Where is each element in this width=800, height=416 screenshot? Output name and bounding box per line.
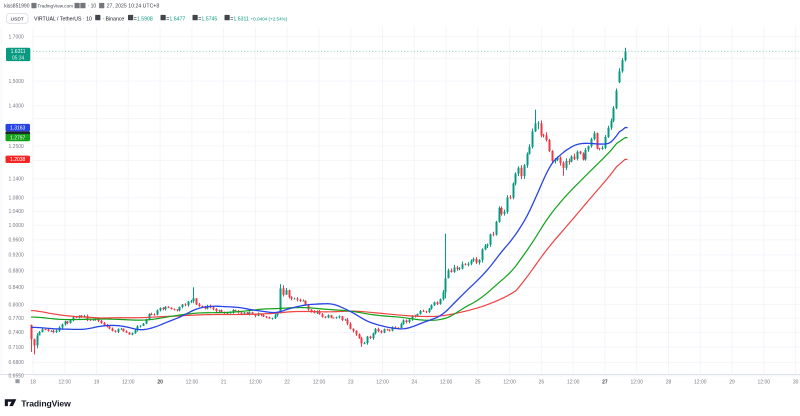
- svg-text:12:00: 12:00: [567, 380, 580, 386]
- svg-text:USDT: USDT: [11, 16, 24, 22]
- svg-text:TradingView: TradingView: [21, 398, 71, 408]
- svg-text:1.2038: 1.2038: [10, 157, 26, 163]
- svg-text:0.6800: 0.6800: [9, 360, 25, 366]
- svg-text:1.3163: 1.3163: [10, 126, 26, 132]
- svg-text:=: =: [198, 17, 201, 23]
- svg-text:1.5000: 1.5000: [9, 79, 25, 85]
- svg-text:=: =: [134, 17, 137, 23]
- svg-text:=: =: [166, 17, 169, 23]
- svg-text:18: 18: [30, 380, 36, 386]
- svg-text:12:00: 12:00: [249, 380, 262, 386]
- svg-text:27, 2025 10:24 UTC+8: 27, 2025 10:24 UTC+8: [107, 4, 160, 10]
- svg-text:1.6311: 1.6311: [11, 49, 26, 55]
- svg-text:1.6311: 1.6311: [233, 17, 249, 23]
- svg-text:+0.0404 (+2.54%): +0.0404 (+2.54%): [251, 17, 288, 22]
- svg-text:29: 29: [729, 380, 735, 386]
- svg-text:12:00: 12:00: [503, 380, 516, 386]
- svg-text:1.4000: 1.4000: [9, 104, 25, 110]
- svg-text:1.6477: 1.6477: [169, 17, 185, 23]
- svg-text:12:00: 12:00: [694, 380, 707, 386]
- svg-text:26: 26: [539, 380, 545, 386]
- svg-text:12:00: 12:00: [630, 380, 643, 386]
- svg-text:25: 25: [475, 380, 481, 386]
- svg-text:21: 21: [221, 380, 227, 386]
- svg-text:0.7100: 0.7100: [9, 345, 25, 351]
- svg-text:27: 27: [602, 380, 608, 386]
- svg-text:22: 22: [284, 380, 290, 386]
- svg-text:12:00: 12:00: [122, 380, 135, 386]
- svg-text:TradingView.com: TradingView.com: [37, 4, 73, 9]
- svg-text:VIRTUAL / TetherUS · 10: VIRTUAL / TetherUS · 10: [34, 17, 92, 23]
- svg-text:1.0000: 1.0000: [9, 223, 25, 229]
- svg-text:05:34: 05:34: [12, 56, 25, 62]
- svg-text:12:00: 12:00: [186, 380, 199, 386]
- svg-text:0.7400: 0.7400: [9, 330, 25, 336]
- svg-text:28: 28: [666, 380, 672, 386]
- svg-text:1.5745: 1.5745: [201, 17, 217, 23]
- svg-text:0.8400: 0.8400: [9, 285, 25, 291]
- svg-text:20: 20: [157, 380, 163, 386]
- svg-text:0.9600: 0.9600: [9, 238, 25, 244]
- svg-text:=: =: [230, 17, 233, 23]
- svg-text:12:00: 12:00: [758, 380, 771, 386]
- svg-text:1.0400: 1.0400: [9, 209, 25, 215]
- svg-text:12:00: 12:00: [376, 380, 389, 386]
- svg-text:1.2797: 1.2797: [10, 136, 26, 142]
- svg-text:· 10: · 10: [88, 4, 97, 10]
- svg-text:1.7000: 1.7000: [9, 34, 25, 40]
- svg-text:0.6550: 0.6550: [9, 374, 25, 380]
- svg-text:kiss851990: kiss851990: [4, 4, 30, 10]
- svg-text:19: 19: [94, 380, 100, 386]
- svg-text:23: 23: [348, 380, 354, 386]
- svg-text:0.9200: 0.9200: [9, 253, 25, 259]
- svg-text:0.8800: 0.8800: [9, 269, 25, 275]
- svg-text:1.1400: 1.1400: [9, 177, 25, 183]
- svg-text:12:00: 12:00: [313, 380, 326, 386]
- svg-text:12:00: 12:00: [440, 380, 453, 386]
- svg-text:0.8000: 0.8000: [9, 302, 25, 308]
- svg-text:1.0800: 1.0800: [9, 196, 25, 202]
- svg-text:1.5908: 1.5908: [137, 17, 153, 23]
- svg-text:0.7700: 0.7700: [9, 316, 25, 322]
- svg-text:30: 30: [793, 380, 799, 386]
- svg-text:24: 24: [412, 380, 418, 386]
- svg-text:1.2500: 1.2500: [9, 144, 25, 150]
- svg-text:12:00: 12:00: [59, 380, 72, 386]
- svg-text:· Binance: · Binance: [102, 17, 124, 23]
